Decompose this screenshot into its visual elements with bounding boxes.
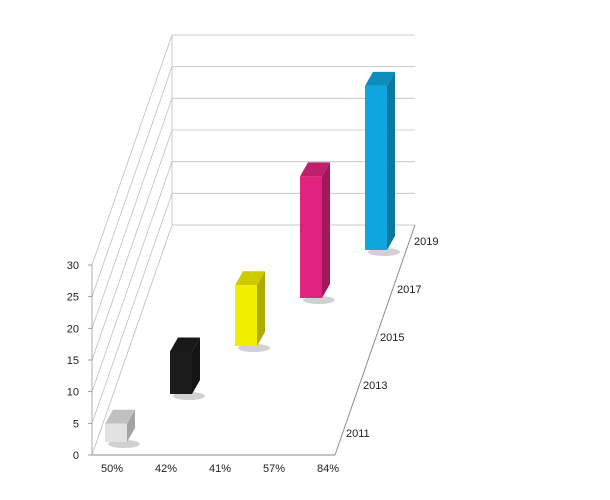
bar-2019 [365, 85, 387, 250]
grid-line-wall [91, 98, 173, 329]
bar-side-2011 [127, 409, 135, 442]
y-tick-label: 15 [67, 355, 79, 367]
depth-tick-label: 2017 [397, 284, 421, 296]
bar-2015 [235, 285, 257, 346]
chart-labels: 0 5 10 15 20 25 30 50% 42% 41% 57% 84% 2011 2013 2015 2… [67, 236, 439, 475]
grid-line-wall [91, 34, 173, 266]
y-tick-label: 5 [73, 418, 79, 430]
bar-top-2019 [365, 71, 395, 86]
bar-top-2015 [235, 271, 265, 286]
chart-bars [105, 71, 400, 448]
grid-line-wall [91, 193, 173, 424]
y-tick-label: 30 [67, 260, 79, 272]
depth-tick-label: 2013 [363, 380, 387, 392]
chart-grid [91, 34, 415, 456]
x-tick-label: 84% [317, 463, 339, 475]
bar-2013 [170, 351, 192, 394]
depth-tick-label: 2019 [414, 236, 438, 248]
x-tick-label: 57% [263, 463, 285, 475]
depth-axis-line [334, 224, 416, 456]
y-tick-label: 10 [67, 387, 79, 399]
y-tick-label: 0 [73, 450, 79, 462]
grid-line-wall [91, 161, 173, 392]
depth-tick-label: 2011 [346, 428, 370, 440]
bar-side-2017 [322, 162, 330, 298]
x-tick-label: 42% [155, 463, 177, 475]
bar-2017 [300, 176, 322, 298]
bar-side-2015 [257, 271, 265, 346]
bar-side-2019 [387, 71, 395, 250]
x-tick-label: 50% [101, 463, 123, 475]
grid-line-wall [91, 129, 173, 361]
bar-top-2011 [105, 409, 135, 424]
chart-axes [88, 35, 416, 456]
y-tick-label: 20 [67, 323, 79, 335]
x-tick-label: 41% [209, 463, 231, 475]
grid-line-wall [91, 66, 173, 297]
bar-2011 [105, 423, 127, 442]
bar-top-2017 [300, 162, 330, 177]
y-tick-label: 25 [67, 292, 79, 304]
bar-side-2013 [192, 337, 200, 394]
bar-top-2013 [170, 337, 200, 352]
depth-tick-label: 2015 [380, 332, 404, 344]
